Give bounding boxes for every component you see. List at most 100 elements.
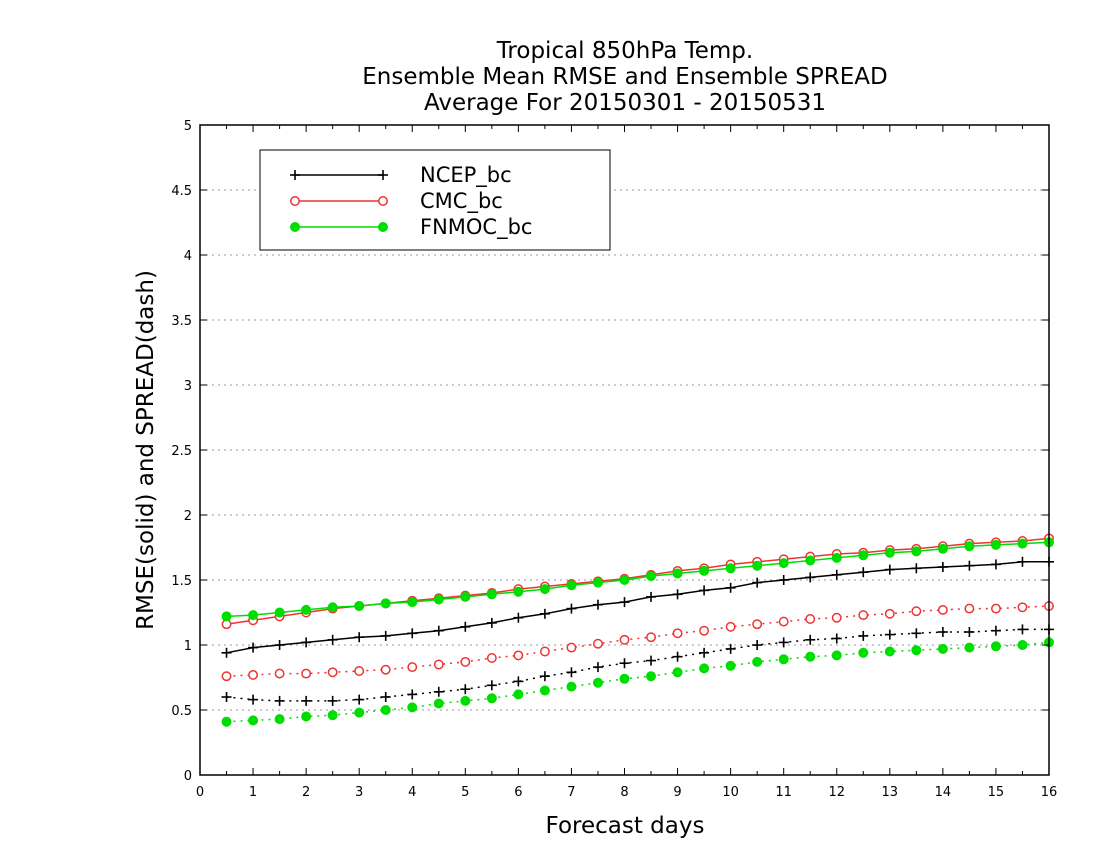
data-point (327, 710, 338, 721)
data-point (805, 555, 816, 566)
legend-marker (378, 222, 388, 232)
data-point (486, 680, 497, 691)
legend-marker (290, 170, 300, 180)
legend-marker (378, 196, 388, 206)
y-axis-label: RMSE(solid) and SPREAD(dash) (133, 270, 159, 630)
data-point (513, 586, 524, 597)
series-line (226, 641, 1050, 723)
data-point (831, 633, 842, 644)
data-point (407, 628, 418, 639)
data-point (380, 664, 391, 675)
data-point (831, 552, 842, 563)
data-point (1017, 556, 1028, 567)
data-point (221, 716, 232, 727)
data-point (566, 642, 577, 653)
data-point (274, 695, 285, 706)
data-point (566, 580, 577, 591)
data-point (911, 546, 922, 557)
y-tick-label: 2.5 (171, 444, 192, 459)
data-point (778, 558, 789, 569)
data-point (539, 671, 550, 682)
data-point (858, 647, 869, 658)
data-point (672, 568, 683, 579)
data-point (725, 643, 736, 654)
data-point (884, 629, 895, 640)
data-point (937, 643, 948, 654)
data-point (964, 627, 975, 637)
data-point (460, 684, 471, 695)
data-point (752, 560, 763, 571)
legend-item-cmc-bc: CMC_bc (290, 189, 503, 214)
data-point (513, 676, 524, 687)
series-ncep-bc-dash (221, 624, 1054, 706)
data-point (248, 610, 259, 621)
data-point (831, 569, 842, 580)
data-point (407, 662, 418, 673)
data-point (539, 646, 550, 657)
data-point (221, 611, 232, 622)
data-point (725, 582, 736, 593)
x-tick-label: 8 (620, 785, 628, 800)
series-line (226, 628, 1049, 702)
data-point (725, 660, 736, 671)
y-tick-label: 1 (184, 639, 192, 654)
x-tick-label: 3 (355, 785, 363, 800)
series-fnmoc-bc-solid (221, 537, 1054, 622)
data-point (805, 651, 816, 662)
data-point (327, 695, 338, 706)
data-point (725, 621, 736, 632)
data-point (778, 654, 789, 665)
data-point (274, 668, 285, 679)
data-point (327, 602, 338, 613)
y-tick-label: 2 (184, 509, 192, 524)
data-point (911, 606, 922, 617)
data-point (460, 695, 471, 706)
y-tick-label: 4 (184, 249, 192, 264)
data-point (460, 656, 471, 667)
x-tick-label: 0 (196, 785, 204, 800)
data-point (221, 671, 232, 682)
data-point (646, 571, 657, 582)
data-point (1017, 602, 1028, 613)
data-point (646, 671, 657, 682)
data-point (221, 647, 232, 658)
data-point (433, 659, 444, 670)
x-tick-label: 14 (935, 785, 952, 800)
data-point (937, 562, 948, 572)
y-tick-label: 4.5 (171, 184, 192, 199)
data-point (805, 572, 816, 583)
data-point (778, 575, 789, 585)
legend-marker (290, 196, 300, 206)
series-line (226, 605, 1050, 677)
data-point (619, 673, 630, 684)
y-tick-label: 5 (184, 119, 192, 134)
data-point (380, 692, 391, 702)
data-point (699, 625, 710, 636)
data-point (248, 715, 259, 726)
data-point (884, 564, 895, 575)
chart-title-line-2: Ensemble Mean RMSE and Ensemble SPREAD (362, 64, 887, 90)
data-point (433, 698, 444, 709)
data-point (937, 543, 948, 554)
x-tick-label: 10 (722, 785, 739, 800)
data-point (274, 640, 285, 650)
data-point (513, 650, 524, 661)
data-point (805, 634, 816, 645)
data-point (1017, 624, 1028, 635)
data-point (301, 604, 312, 615)
series-ncep-bc-solid (221, 556, 1054, 658)
data-point (248, 694, 259, 705)
chart-title-line-1: Tropical 850hPa Temp. (496, 38, 753, 64)
data-point (884, 608, 895, 619)
data-point (884, 646, 895, 657)
data-point (380, 705, 391, 715)
data-point (778, 637, 789, 648)
data-point (619, 658, 630, 669)
x-tick-label: 1 (249, 785, 257, 800)
data-point (752, 577, 763, 588)
data-point (301, 637, 312, 648)
x-tick-label: 16 (1041, 785, 1058, 800)
data-point (433, 625, 444, 636)
legend-label: CMC_bc (420, 189, 503, 214)
